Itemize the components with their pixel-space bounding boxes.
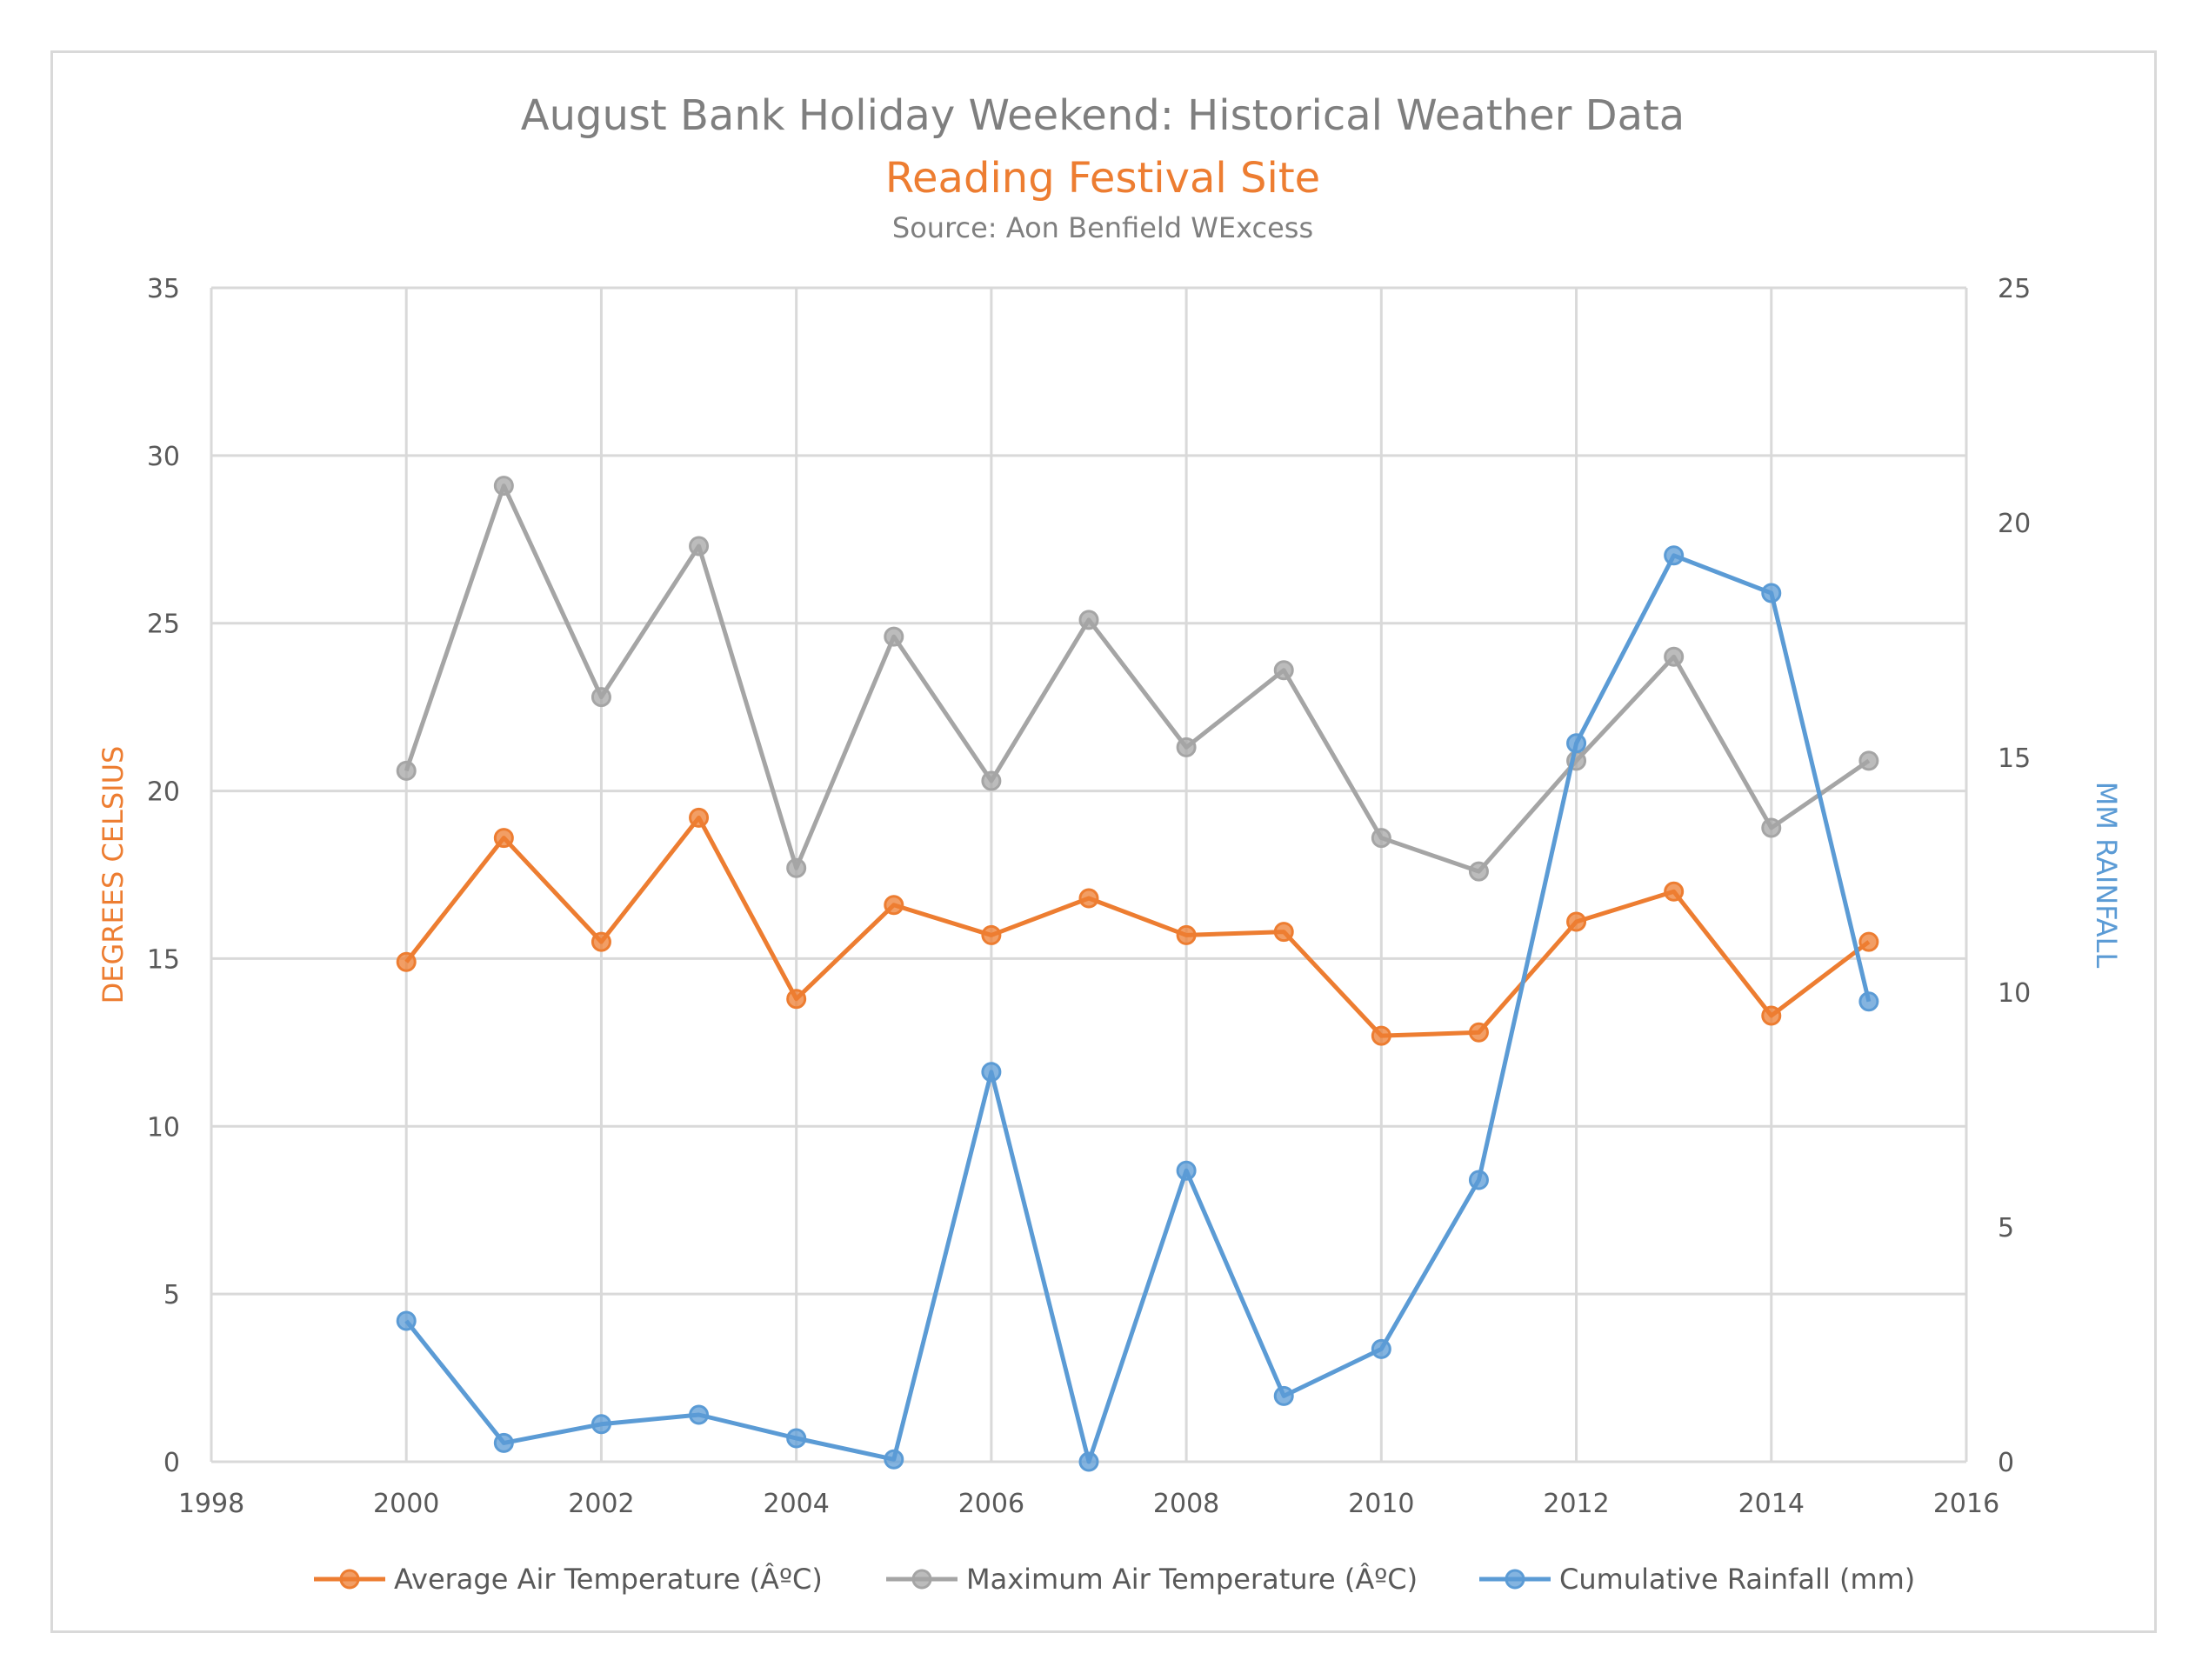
data-point-average-air-temperature-c — [786, 989, 807, 1010]
y-tick-label: 15 — [147, 944, 180, 975]
data-point-maximum-air-temperature-c — [1858, 750, 1879, 771]
data-point-maximum-air-temperature-c — [689, 536, 710, 557]
data-point-cumulative-rainfall-mm — [396, 1310, 417, 1331]
x-tick-label: 2004 — [763, 1489, 829, 1519]
data-point-maximum-air-temperature-c — [1078, 610, 1099, 630]
y-tick-label: 30 — [147, 442, 180, 472]
data-point-average-air-temperature-c — [1664, 881, 1685, 902]
data-point-cumulative-rainfall-mm — [1761, 583, 1782, 603]
data-point-maximum-air-temperature-c — [1371, 828, 1391, 849]
y-axis-label: DEGREES CELSIUS — [97, 746, 130, 1004]
y-tick-label: 35 — [147, 274, 180, 304]
data-point-average-air-temperature-c — [689, 807, 710, 828]
y2-axis-label: MM RAINFALL — [2090, 782, 2123, 969]
data-point-average-air-temperature-c — [1078, 888, 1099, 909]
data-point-average-air-temperature-c — [1273, 922, 1294, 943]
data-point-cumulative-rainfall-mm — [981, 1062, 1002, 1083]
data-point-average-air-temperature-c — [493, 828, 514, 849]
legend-marker — [1505, 1569, 1525, 1590]
data-point-cumulative-rainfall-mm — [884, 1449, 904, 1470]
x-tick-label: 2014 — [1738, 1489, 1805, 1519]
series-line-cumulative-rainfall-mm — [404, 553, 1872, 1464]
y2-tick-label: 20 — [1998, 509, 2031, 539]
data-point-average-air-temperature-c — [884, 895, 904, 916]
chart-subtitle: Reading Festival Site — [885, 154, 1320, 203]
y2-tick-label: 5 — [1998, 1213, 2014, 1243]
chart-source: Source: Aon Benfield WExcess — [892, 211, 1313, 244]
data-point-cumulative-rainfall-mm — [1371, 1338, 1391, 1359]
y-tick-label: 5 — [163, 1280, 180, 1310]
data-point-maximum-air-temperature-c — [1761, 817, 1782, 838]
y-tick-label: 0 — [163, 1448, 180, 1478]
legend-marker — [911, 1569, 932, 1590]
data-point-maximum-air-temperature-c — [884, 626, 904, 647]
data-point-cumulative-rainfall-mm — [493, 1432, 514, 1453]
x-tick-label: 1998 — [178, 1489, 244, 1519]
legend-label: Maximum Air Temperature (ÂºC) — [966, 1563, 1418, 1596]
data-point-cumulative-rainfall-mm — [689, 1404, 710, 1425]
legend-label: Average Air Temperature (ÂºC) — [394, 1563, 823, 1596]
series-lines — [396, 476, 1879, 1472]
data-point-cumulative-rainfall-mm — [1176, 1160, 1197, 1181]
data-point-average-air-temperature-c — [1468, 1022, 1489, 1043]
x-tick-label: 2016 — [1933, 1489, 1999, 1519]
data-point-average-air-temperature-c — [1176, 924, 1197, 945]
y-tick-label: 10 — [147, 1112, 180, 1143]
data-point-average-air-temperature-c — [1761, 1005, 1782, 1026]
tick-labels: 0 5 10 15 20 25 30 35 1998 2000 2002 2004 2006 2008 20… — [147, 274, 2031, 1519]
data-point-cumulative-rainfall-mm — [1566, 733, 1587, 754]
chart: August Bank Holiday Weekend: Historical … — [97, 91, 2123, 1596]
x-tick-label: 2008 — [1153, 1489, 1219, 1519]
data-point-cumulative-rainfall-mm — [591, 1414, 611, 1435]
data-point-average-air-temperature-c — [396, 951, 417, 972]
data-point-average-air-temperature-c — [1566, 911, 1587, 932]
data-point-maximum-air-temperature-c — [1273, 660, 1294, 681]
data-point-average-air-temperature-c — [591, 931, 611, 952]
y2-tick-label: 10 — [1998, 978, 2031, 1009]
x-tick-label: 2010 — [1348, 1489, 1414, 1519]
data-point-maximum-air-temperature-c — [396, 760, 417, 781]
data-point-maximum-air-temperature-c — [591, 687, 611, 708]
data-point-cumulative-rainfall-mm — [786, 1428, 807, 1449]
data-point-average-air-temperature-c — [981, 924, 1002, 945]
y-tick-label: 20 — [147, 777, 180, 808]
y2-tick-label: 15 — [1998, 743, 2031, 774]
data-point-maximum-air-temperature-c — [981, 770, 1002, 791]
data-point-cumulative-rainfall-mm — [1664, 545, 1685, 566]
data-point-cumulative-rainfall-mm — [1273, 1385, 1294, 1406]
series-line-maximum-air-temperature-c — [404, 483, 1871, 874]
legend: Average Air Temperature (ÂºC) Maximum Air… — [314, 1563, 1915, 1596]
data-point-cumulative-rainfall-mm — [1468, 1170, 1489, 1190]
data-point-maximum-air-temperature-c — [786, 857, 807, 878]
data-point-average-air-temperature-c — [1858, 931, 1879, 952]
data-point-cumulative-rainfall-mm — [1078, 1451, 1099, 1472]
chart-title: August Bank Holiday Weekend: Historical … — [521, 91, 1685, 140]
x-tick-label: 2012 — [1543, 1489, 1609, 1519]
x-tick-label: 2000 — [373, 1489, 439, 1519]
legend-label: Cumulative Rainfall (mm) — [1559, 1563, 1915, 1596]
y2-tick-label: 25 — [1998, 274, 2031, 304]
data-point-maximum-air-temperature-c — [493, 476, 514, 497]
chart-frame: August Bank Holiday Weekend: Historical … — [50, 50, 2157, 1633]
data-point-maximum-air-temperature-c — [1468, 861, 1489, 882]
series-line-average-air-temperature-c — [404, 815, 1871, 1038]
data-point-average-air-temperature-c — [1371, 1025, 1391, 1046]
data-point-maximum-air-temperature-c — [1664, 646, 1685, 667]
x-tick-label: 2006 — [958, 1489, 1024, 1519]
legend-marker — [339, 1569, 360, 1590]
data-point-cumulative-rainfall-mm — [1858, 991, 1879, 1012]
data-point-maximum-air-temperature-c — [1176, 737, 1197, 757]
y-tick-label: 25 — [147, 610, 180, 640]
x-tick-label: 2002 — [568, 1489, 634, 1519]
y2-tick-label: 0 — [1998, 1448, 2014, 1478]
